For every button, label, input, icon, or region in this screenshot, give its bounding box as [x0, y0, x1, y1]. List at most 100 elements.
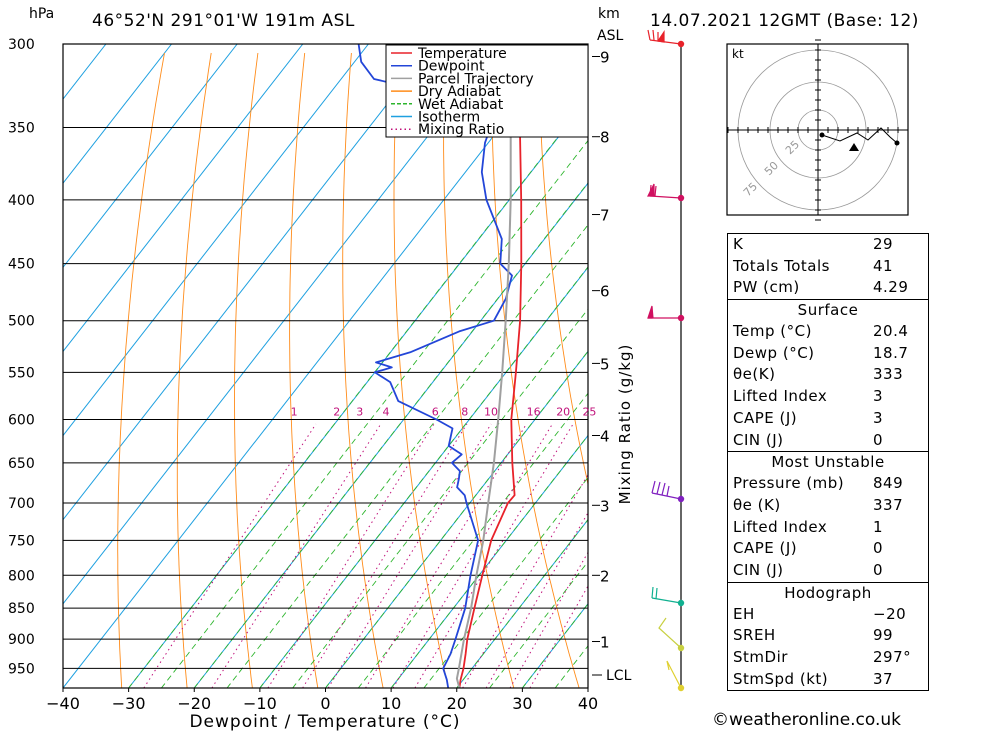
wind-barb-500 — [647, 305, 685, 322]
pressure-tick-label: 900 — [8, 632, 35, 648]
mixing-ratio-label: 4 — [383, 405, 390, 418]
stat-row-pw: PW (cm) 4.29 — [733, 278, 909, 297]
wet-adiabat-line — [292, 308, 588, 688]
stats-hodo-block: EH −20 SREH 99 StmDir 297° StmSpd (kt) 37 — [728, 604, 928, 691]
wind-profile — [647, 29, 685, 692]
stats-mu-block: Pressure (mb) 849 θe (K) 337 Lifted Index 1… — [728, 473, 928, 581]
x-tick-label: 40 — [578, 694, 598, 713]
axis-ticks: 3003504004505005506006507007508008509009… — [8, 37, 610, 713]
stat-row-cape: CAPE (J) 3 — [733, 408, 884, 427]
asl-unit-label: ASL — [597, 28, 624, 44]
pressure-tick-label: 400 — [8, 193, 35, 209]
pressure-tick-label: 350 — [8, 121, 35, 137]
mixing-ratio-label: 16 — [527, 405, 541, 418]
wet-adiabat-line — [489, 560, 588, 688]
x-tick-label: −30 — [112, 694, 146, 713]
isotherm-line — [63, 44, 172, 185]
dry-adiabat-line — [176, 52, 212, 688]
pressure-tick-label: 450 — [8, 257, 35, 273]
mixing-ratio-line — [267, 423, 435, 688]
legend-label: Dewpoint — [418, 59, 485, 75]
wind-barb-850 — [651, 586, 685, 607]
hodograph-unit: kt — [732, 47, 744, 61]
mixing-ratio-label: 20 — [556, 405, 570, 418]
stat-row-li: Lifted Index 3 — [733, 387, 884, 406]
legend-label: Parcel Trajectory — [418, 71, 534, 87]
legend-label: Temperature — [417, 46, 507, 62]
mixing-ratio-label: 6 — [432, 405, 439, 418]
stat-row-temp: Temp (°C) 20.4 — [733, 322, 909, 341]
x-tick-label: −40 — [46, 694, 80, 713]
wet-adiabat-line — [456, 518, 588, 688]
pressure-tick-label: 700 — [8, 496, 35, 512]
pressure-tick-label: 300 — [8, 37, 35, 53]
hpa-unit-label: hPa — [29, 6, 55, 22]
legend-label: Wet Adiabat — [418, 97, 504, 113]
pressure-tick-label: 650 — [8, 456, 35, 472]
wind-barb-900 — [658, 617, 685, 652]
dry-adiabat-line — [959, 53, 1000, 688]
stat-row-sreh: SREH 99 — [733, 626, 894, 645]
isotherm-line — [259, 266, 588, 688]
mixing-ratio-line — [392, 423, 553, 688]
stats-top-block: K 29 Totals Totals 41 PW (cm) 4.29 — [728, 234, 928, 299]
km-tick-label: 7 — [600, 207, 610, 225]
km-unit-label: km — [598, 6, 620, 22]
km-tick-label: 8 — [600, 129, 610, 147]
mixing-ratio-line — [529, 585, 588, 688]
km-tick-label: 4 — [600, 427, 610, 445]
x-tick-label: −10 — [243, 694, 277, 713]
legend-label: Mixing Ratio — [418, 122, 504, 138]
stat-row-mu-pressure: Pressure (mb) 849 — [733, 474, 904, 493]
credit-link[interactable]: ©weatheronline.co.uk — [712, 710, 902, 730]
isotherm-line — [63, 44, 566, 688]
stat-row-stmspd: StmSpd (kt) 37 — [733, 669, 894, 688]
pressure-tick-label: 750 — [8, 533, 35, 549]
mixing-ratio-line — [365, 423, 527, 688]
dry-adiabat-line — [234, 52, 259, 688]
stat-row-mu-li: Lifted Index 1 — [733, 517, 884, 536]
km-tick-label: 6 — [600, 283, 610, 301]
isotherm-line — [63, 44, 304, 353]
wind-barb-400 — [647, 183, 685, 202]
dry-adiabat-line — [443, 52, 515, 688]
dry-adiabat-line — [117, 52, 165, 688]
most-unstable-section-title: Most Unstable — [728, 451, 928, 473]
isotherm-line — [63, 44, 501, 605]
km-tick-label: 2 — [600, 567, 610, 585]
stats-surface-block: Temp (°C) 20.4 Dewp (°C) 18.7 θe(K) 333 Lif… — [728, 321, 928, 451]
pressure-tick-label: 500 — [8, 314, 35, 330]
mixing-ratio-axis-title: Mixing Ratio (g/kg) — [616, 344, 634, 505]
plot-frame — [62, 43, 589, 689]
km-tick-label: 9 — [600, 48, 610, 66]
pressure-tick-label: 950 — [8, 661, 35, 677]
km-tick-label: 5 — [600, 355, 610, 373]
mixing-ratio-line — [414, 423, 574, 688]
mixing-ratio-line — [302, 423, 468, 688]
isobars — [63, 43, 588, 669]
isotherm-line — [63, 44, 238, 269]
legend-label: Dry Adiabat — [418, 84, 501, 100]
wet-adiabat-line — [259, 266, 588, 688]
pressure-tick-label: 800 — [8, 568, 35, 584]
stat-row-mu-thetae: θe (K) 337 — [733, 495, 904, 514]
km-tick-label: 1 — [600, 634, 610, 652]
stat-row-eh: EH −20 — [733, 604, 907, 623]
pressure-tick-label: 550 — [8, 365, 35, 381]
stat-row-stmdir: StmDir 297° — [733, 648, 912, 666]
mixing-ratio-label: 2 — [333, 405, 340, 418]
dry-adiabat-line — [537, 52, 588, 487]
legend-label: Isotherm — [418, 110, 480, 126]
stat-row-cin: CIN (J) 0 — [733, 430, 884, 449]
mixing-ratio-line — [211, 423, 382, 688]
x-tick-label: 20 — [447, 694, 467, 713]
mixing-ratio-label: 8 — [461, 405, 468, 418]
dry-adiabat-line — [342, 52, 384, 688]
series-dewpoint — [357, 44, 513, 688]
hodograph-section-title: Hodograph — [728, 581, 928, 604]
mixing-ratio-label: 1 — [291, 405, 298, 418]
wind-barb-700 — [651, 480, 685, 503]
x-tick-label: 0 — [320, 694, 330, 713]
